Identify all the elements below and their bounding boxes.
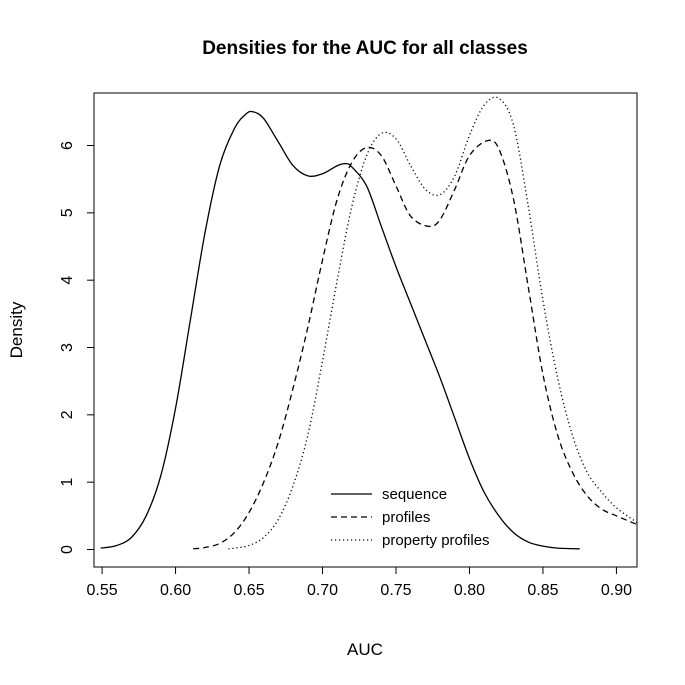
x-tick-label-0: 0.55 [87,582,118,599]
series-line-sequence [100,110,580,550]
y-tick-label-1: 1 [59,478,76,487]
y-tick-label-4: 4 [59,276,76,285]
legend-label-1: profiles [382,509,430,526]
legend-label-0: sequence [382,486,447,503]
series-line-property-profiles [228,96,638,550]
x-tick-label-6: 0.85 [527,582,558,599]
series-lines [100,96,638,550]
series-line-profiles [193,139,638,550]
x-tick-label-3: 0.70 [307,582,338,599]
y-tick-label-5: 5 [59,208,76,217]
y-tick-label-2: 2 [59,410,76,419]
y-tick-label-3: 3 [59,343,76,352]
y-axis: 0 1 2 3 4 5 6 [59,141,94,554]
legend-label-2: property profiles [382,532,490,549]
x-tick-label-2: 0.65 [233,582,264,599]
y-axis-label: Density [7,301,26,358]
x-axis: 0.55 0.60 0.65 0.70 0.75 0.80 0.85 0.90 [87,567,632,599]
x-tick-label-5: 0.80 [454,582,485,599]
legend: sequence profiles property profiles [331,486,490,549]
y-tick-label-0: 0 [59,545,76,554]
y-tick-label-6: 6 [59,141,76,150]
plot-frame [93,92,638,568]
x-tick-label-1: 0.60 [160,582,191,599]
x-tick-label-7: 0.90 [601,582,632,599]
chart-title: Densities for the AUC for all classes [202,38,528,59]
x-axis-label: AUC [347,640,383,659]
x-tick-label-4: 0.75 [380,582,411,599]
